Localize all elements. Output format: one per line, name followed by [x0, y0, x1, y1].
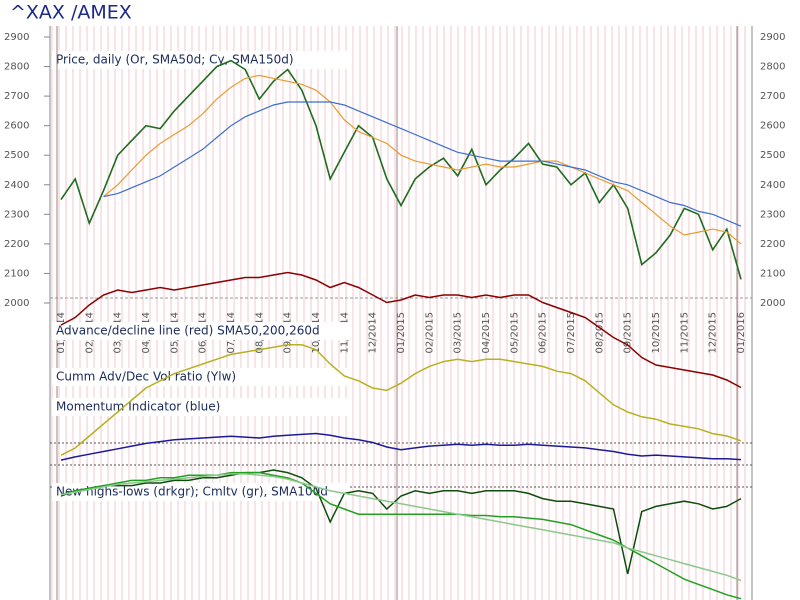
- label-box: [52, 398, 350, 416]
- y-tick-label: 2400: [4, 180, 29, 191]
- x-tick-label: 06/2015: [538, 312, 549, 354]
- x-tick-label: 05/2015: [509, 312, 520, 354]
- x-tick-label: 02/2015: [424, 312, 435, 354]
- x-tick-label: 03/2015: [453, 312, 464, 354]
- y-tick-label: 2300: [760, 209, 785, 220]
- y-tick-label: 2400: [760, 180, 785, 191]
- panel-label: Momentum Indicator (blue): [56, 400, 220, 414]
- y-tick-label: 2700: [4, 91, 29, 102]
- series-line: [60, 469, 742, 575]
- x-tick-label: 09/2015: [623, 312, 634, 354]
- y-tick-label: 2100: [4, 268, 29, 279]
- x-tick-label: 07/2015: [566, 312, 577, 354]
- background-stripes: [49, 26, 753, 600]
- label-box: [52, 322, 352, 340]
- series-line: [60, 271, 742, 389]
- y-tick-label: 2300: [4, 209, 29, 220]
- x-tick-label: 10/2015: [651, 312, 662, 354]
- series-line: [60, 344, 742, 456]
- y-tick-label: 2800: [4, 62, 29, 73]
- series-line: [103, 74, 742, 245]
- x-tick-label: 08/2015: [594, 312, 605, 354]
- panel-label: Advance/decline line (red) SMA50,200,260…: [56, 324, 320, 338]
- x-tick-label: 01/2016: [736, 312, 747, 354]
- series-line: [103, 101, 742, 227]
- y-tick-label: 2500: [760, 150, 785, 161]
- series-line: [60, 432, 742, 461]
- series-line: [60, 59, 742, 280]
- label-box: [52, 368, 350, 386]
- label-box: [52, 483, 350, 501]
- y-tick-label: 2000: [760, 298, 785, 309]
- y-tick-label: 2200: [760, 239, 785, 250]
- panel-label: Cumm Adv/Dec Vol ratio (Ylw): [56, 370, 236, 384]
- label-box: [52, 51, 350, 69]
- y-tick-label: 2200: [4, 239, 29, 250]
- x-tick-label: 12/2015: [708, 312, 719, 354]
- panel-label: Price, daily (Or, SMA50d; Cy, SMA150d): [56, 53, 294, 67]
- series-line: [60, 473, 742, 582]
- chart-title: ^XAX /AMEX: [10, 2, 132, 24]
- title-box: [0, 0, 500, 26]
- x-tick-label: 11/2015: [679, 312, 690, 354]
- x-tick-label: 01/2015: [396, 312, 407, 354]
- y-tick-label: 2700: [760, 91, 785, 102]
- y-tick-label: 2000: [4, 298, 29, 309]
- y-tick-label: 2600: [4, 121, 29, 132]
- y-tick-label: 2100: [760, 268, 785, 279]
- y-tick-label: 2900: [4, 32, 29, 43]
- y-tick-label: 2800: [760, 62, 785, 73]
- y-tick-label: 2900: [760, 32, 785, 43]
- y-tick-label: 2500: [4, 150, 29, 161]
- panel-label: New highs-lows (drkgr); Cmltv (gr), SMA1…: [56, 485, 328, 499]
- x-tick-label: 12/2014: [368, 312, 379, 354]
- y-tick-label: 2600: [760, 121, 785, 132]
- x-tick-label: 04/2015: [481, 312, 492, 354]
